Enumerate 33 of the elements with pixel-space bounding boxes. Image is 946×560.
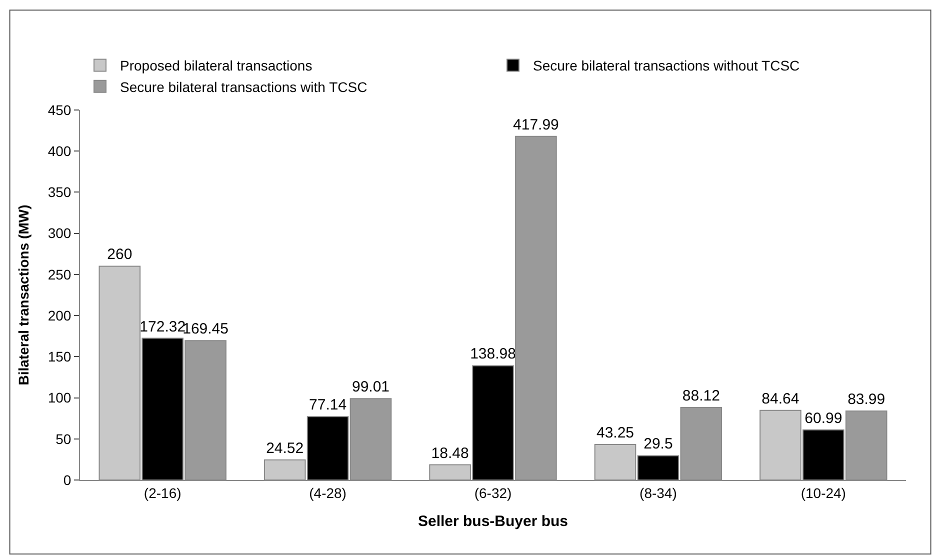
data-label: 29.5 [644,436,673,453]
y-tick-label: 100 [48,390,72,406]
x-tick-label: (2-16) [144,484,182,501]
data-label: 99.01 [352,378,390,396]
legend-label: Secure bilateral transactions with TCSC [120,78,368,95]
data-label: 417.99 [513,116,559,134]
legend-label: Proposed bilateral transactions [120,58,312,74]
y-tick-label: 250 [48,266,72,282]
data-label: 24.52 [266,440,304,457]
x-tick-label: (10-24) [800,484,846,501]
data-label: 84.64 [762,390,800,408]
y-tick-label: 150 [48,348,72,365]
legend-label: Secure bilateral transactions without TCSC [533,58,800,74]
data-label: 88.12 [682,388,720,405]
data-label: 60.99 [804,410,842,427]
x-tick-label: (4-28) [309,484,346,501]
y-tick-label: 350 [48,184,72,200]
x-tick-label: (8-34) [640,484,677,501]
data-label: 77.14 [309,396,347,414]
y-tick-label: 50 [56,430,72,447]
x-tick-label: (6-32) [474,484,512,501]
y-tick-label: 450 [48,102,72,118]
data-label: 83.99 [848,390,886,408]
y-axis-title: Bilateral transactions (MW) [15,204,32,386]
y-tick-label: 300 [48,225,72,242]
data-label: 18.48 [431,444,469,462]
y-tick-label: 200 [48,307,72,324]
data-label: 138.98 [470,346,516,363]
data-label: 43.25 [596,424,634,442]
x-axis-title: Seller bus-Buyer bus [418,512,568,530]
y-tick-label: 0 [63,472,72,488]
y-tick-label: 400 [48,143,72,160]
data-label: 260 [107,246,132,264]
